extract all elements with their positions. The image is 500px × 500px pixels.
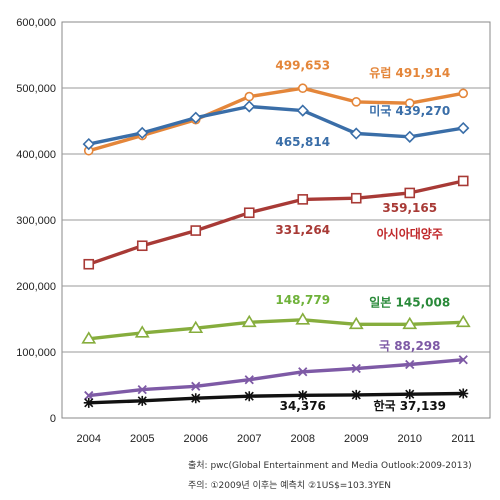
data-point	[350, 192, 362, 204]
series-group	[81, 83, 471, 408]
data-point	[351, 97, 362, 107]
data-point	[82, 137, 95, 151]
x-tick-label: 2007	[237, 433, 261, 445]
data-label: 미국 439,270	[369, 103, 450, 118]
data-point	[455, 314, 471, 328]
data-point	[403, 130, 416, 143]
series-5	[84, 355, 468, 401]
data-point	[190, 393, 201, 404]
data-label: 국 88,298	[379, 339, 441, 353]
assumption-note: 주의: ①2009년 이후는 예측치 ②1US$=103.3YEN	[188, 481, 392, 491]
data-point	[297, 194, 309, 205]
y-tick-label: 400,000	[16, 149, 56, 161]
series-line	[88, 391, 464, 405]
data-point	[348, 316, 364, 330]
series-line	[88, 86, 464, 153]
data-point	[134, 325, 150, 338]
data-point	[458, 388, 469, 399]
annotations: 499,653 유럽 491,914 미국 439,270 465,814 359,16…	[275, 59, 450, 414]
x-axis-tick-labels: 2004 2005 2006 2007 2008 2009 2010 2011	[77, 433, 476, 445]
data-point	[136, 126, 149, 140]
data-label: 한국 37,139	[373, 398, 446, 413]
y-tick-label: 600,000	[16, 17, 56, 29]
data-point	[83, 397, 94, 408]
data-point	[189, 111, 202, 124]
data-point	[404, 187, 416, 199]
series-line	[88, 179, 464, 266]
y-tick-label: 100,000	[16, 347, 56, 359]
data-label: 148,779	[275, 293, 330, 307]
data-label: 아시아대양주	[377, 226, 443, 241]
data-label: 일본 145,008	[369, 295, 450, 309]
data-point	[136, 240, 148, 252]
y-axis-tick-labels: 0 100,000 200,000 300,000 400,000 500,000 600,…	[16, 17, 56, 425]
data-point	[241, 314, 257, 328]
series-line	[88, 104, 464, 146]
data-point	[458, 88, 469, 99]
data-point	[296, 104, 309, 117]
data-point	[297, 390, 308, 401]
data-point	[188, 320, 204, 334]
series-4	[81, 312, 471, 344]
data-label: 유럽 491,914	[369, 66, 450, 80]
data-point	[404, 98, 415, 108]
x-tick-label: 2008	[291, 433, 315, 445]
series-3	[83, 175, 469, 270]
data-point	[243, 100, 256, 113]
x-tick-label: 2006	[184, 433, 208, 445]
source-note: 출처: pwc(Global Entertainment and Media O…	[188, 461, 472, 471]
y-tick-label: 500,000	[16, 83, 56, 95]
data-label: 359,165	[382, 201, 437, 215]
data-point	[351, 363, 361, 374]
y-tick-label: 0	[50, 413, 56, 425]
data-point	[404, 389, 415, 400]
data-label: 465,814	[275, 135, 330, 149]
data-point	[84, 390, 94, 401]
gridlines	[62, 87, 490, 353]
data-point	[457, 175, 469, 187]
data-point	[351, 389, 362, 400]
series-line	[88, 358, 464, 398]
data-point	[243, 207, 255, 219]
data-point	[81, 331, 97, 344]
data-point	[137, 395, 148, 406]
x-tick-label: 2009	[344, 433, 368, 445]
data-point	[457, 121, 470, 135]
data-label: 331,264	[275, 223, 330, 237]
x-tick-label: 2010	[398, 433, 422, 445]
x-tick-label: 2011	[451, 433, 475, 445]
data-point	[458, 355, 468, 365]
data-label: 34,376	[280, 399, 326, 413]
series-2	[82, 100, 470, 151]
data-point	[297, 83, 308, 94]
data-point	[244, 375, 254, 385]
data-point	[244, 391, 255, 402]
data-point	[295, 312, 311, 325]
data-point	[190, 225, 202, 236]
data-point	[191, 381, 201, 391]
data-point	[405, 359, 415, 370]
data-point	[83, 258, 95, 270]
data-label: 499,653	[275, 59, 330, 73]
data-point	[298, 367, 308, 377]
data-point	[137, 384, 147, 395]
series-line	[88, 318, 464, 341]
data-point	[350, 127, 363, 140]
y-tick-label: 300,000	[16, 215, 56, 227]
x-tick-label: 2004	[77, 433, 101, 445]
series-6	[83, 388, 469, 408]
x-tick-label: 2005	[130, 433, 154, 445]
y-tick-label: 200,000	[16, 281, 56, 293]
data-point	[244, 91, 255, 102]
data-point	[402, 316, 418, 330]
